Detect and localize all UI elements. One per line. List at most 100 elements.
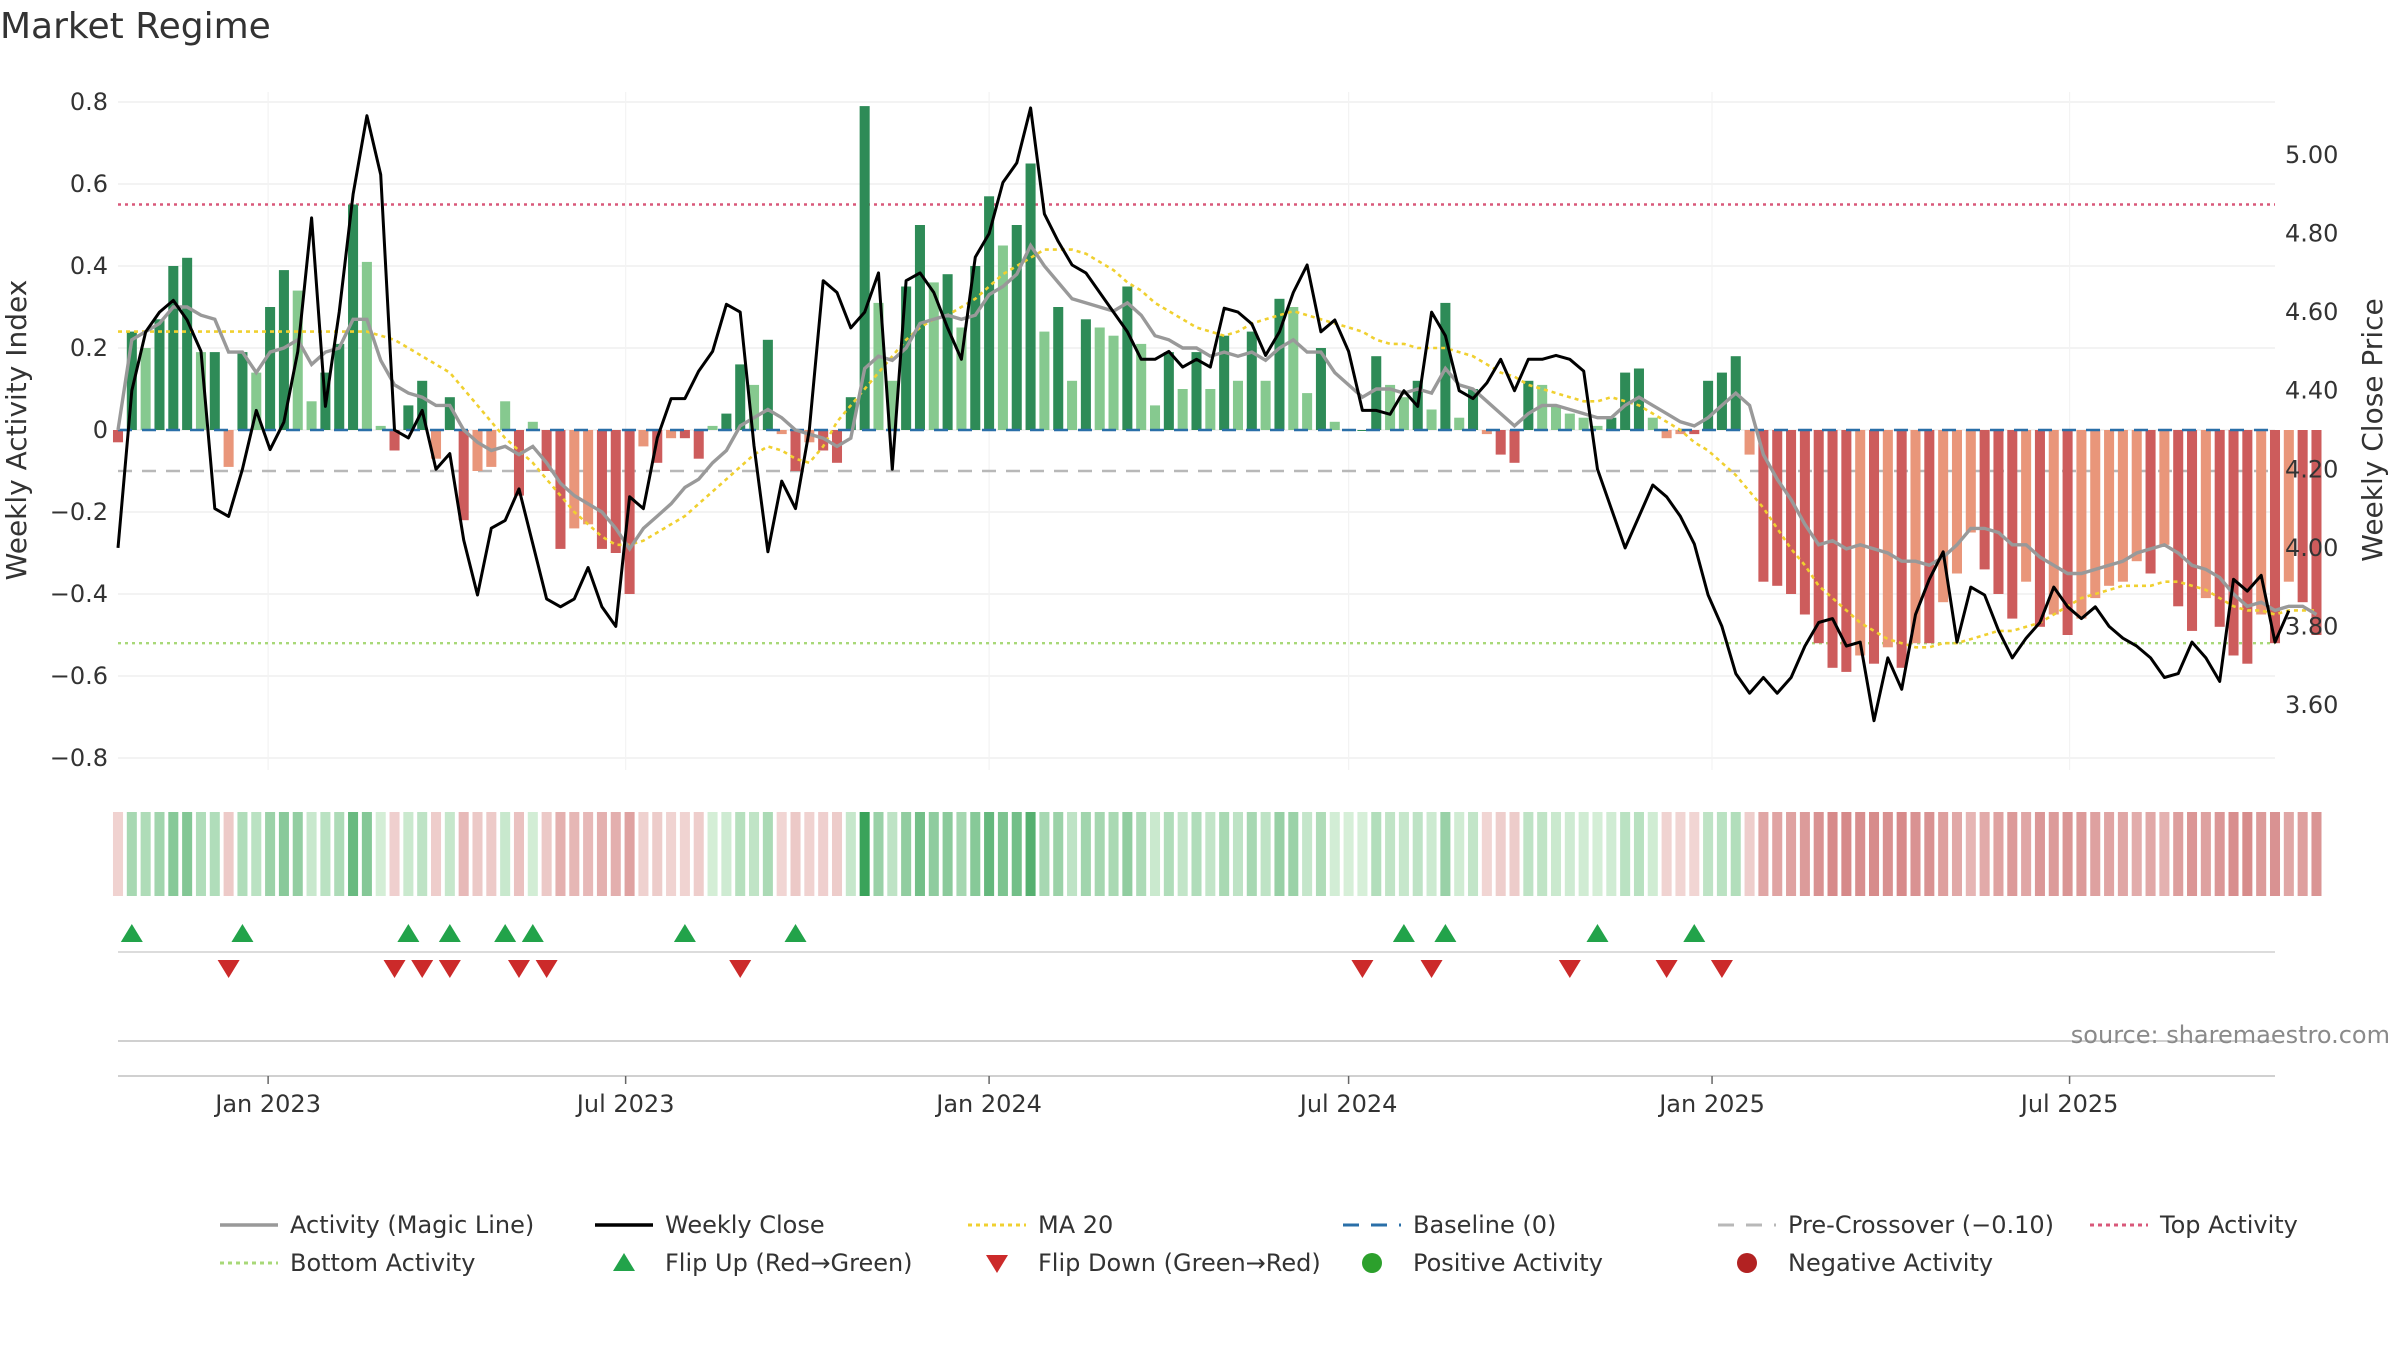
heat-cell [223,812,234,896]
heat-cell [818,812,829,896]
activity-bar [1219,335,1230,430]
activity-bar [1716,372,1727,430]
weekly-close-line [116,106,2291,723]
regime-heat-strip [112,812,2322,896]
activity-bar [942,274,953,430]
activity-bar [2256,430,2267,615]
heat-cell [1025,812,1036,896]
heat-cell [776,812,787,896]
y-axis-right-ticks: 5.00 4.80 4.60 4.40 4.20 4.00 3.80 3.60 [2285,141,2338,719]
legend-item: Flip Up (Red→Green) [613,1249,913,1277]
heat-cell [292,812,303,896]
chart-title: Market Regime [0,6,271,47]
activity-bar [2200,430,2211,599]
activity-bar [735,364,746,430]
activity-bar [1122,286,1133,430]
legend-swatch [1737,1253,1757,1273]
activity-bar [1965,430,1976,533]
flip-up-marker [1683,924,1706,942]
heat-cell [1896,812,1907,896]
activity-bar [928,282,939,430]
flip-down-marker [1558,960,1581,978]
activity-bar [1689,430,1700,435]
heat-cell [790,812,801,896]
activity-bars [112,106,2322,672]
activity-bar [887,380,898,430]
activity-bar [2076,430,2087,619]
heat-cell [1730,812,1741,896]
activity-bar [873,302,884,430]
heat-cell [997,812,1008,896]
activity-bar [1108,335,1119,430]
activity-bar [195,352,206,430]
heat-cell [1965,812,1976,896]
activity-bar [1191,352,1202,430]
series-lines [116,106,2318,723]
heat-cell [679,812,690,896]
heat-cell [735,812,746,896]
x-axis-ticks: Jan 2023 Jul 2023 Jan 2024 Jul 2024 Jan 2025… [213,1076,2118,1118]
heat-cell [209,812,220,896]
heat-cell [2297,812,2308,896]
heat-cell [306,812,317,896]
activity-bar [997,245,1008,430]
heat-cell [500,812,511,896]
flip-up-marker [521,924,544,942]
legend-label: Baseline (0) [1413,1211,1556,1239]
activity-bar [1537,384,1548,430]
activity-bar [1647,417,1658,430]
heat-cell [541,812,552,896]
legend-item: Top Activity [2090,1211,2298,1239]
heat-cell [859,812,870,896]
activity-bar [2048,430,2059,615]
activity-bar [444,397,455,430]
activity-bar [126,331,137,430]
activity-bar [2283,430,2294,582]
heat-cell [430,812,442,896]
heat-cell [2228,812,2239,896]
y-right-tick-label: 4.40 [2285,377,2338,405]
heat-cell [486,812,497,896]
heat-cell [1910,812,1921,896]
activity-bar [306,401,317,430]
heat-cell [168,812,179,896]
activity-bar [2034,430,2045,627]
activity-bar [251,372,262,430]
activity-bar [1468,389,1479,430]
activity-bar [1371,356,1382,430]
heat-cell [278,812,289,896]
heat-cell [2311,812,2322,896]
heat-cell [1468,812,1479,896]
flip-up-marker [120,924,143,942]
x-tick-label: Jul 2025 [2019,1090,2119,1118]
activity-bar [1855,430,1866,656]
heat-cell [1841,812,1852,896]
activity-bar [1592,425,1603,430]
activity-bar [707,425,718,430]
y-axis-left-label: Weekly Activity Index [0,280,33,581]
heat-cell [1412,812,1423,896]
heat-cell [1191,812,1202,896]
heat-cell [112,812,124,896]
heat-cell [1827,812,1838,896]
activity-bar [1385,384,1396,430]
legend-label: Top Activity [2159,1211,2298,1239]
heat-cell [1067,812,1078,896]
x-tick-label: Jan 2024 [934,1090,1042,1118]
heat-cell [361,812,372,896]
flip-down-marker [383,960,406,978]
heat-cell [1163,812,1174,896]
heat-cell [2269,812,2281,896]
heat-cell [513,812,525,896]
heat-cell [1979,812,1990,896]
heat-cell [887,812,898,896]
activity-bar [790,430,801,471]
activity-bar [569,430,580,529]
activity-bar [1426,409,1437,430]
activity-bar [818,430,829,451]
activity-bar [486,430,497,467]
heat-cell [1426,812,1437,896]
legend-swatch [1362,1253,1382,1273]
activity-bar [1302,393,1313,430]
heat-cell [2200,812,2211,896]
